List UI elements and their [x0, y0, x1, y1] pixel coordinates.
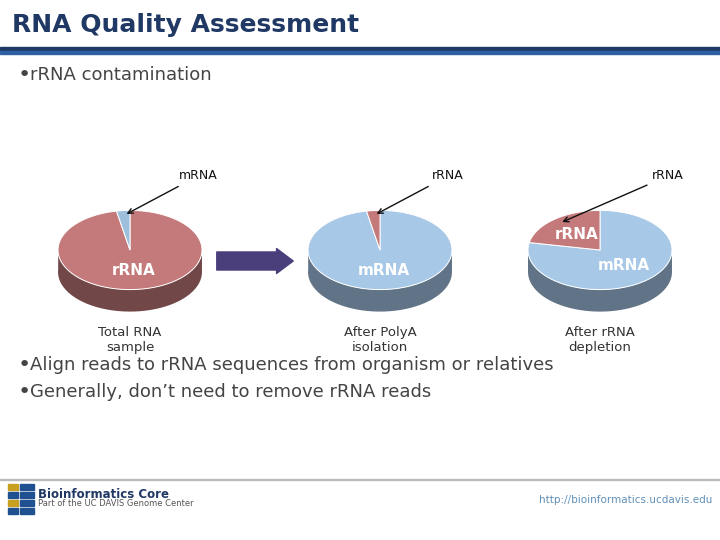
Text: •: • [18, 382, 31, 402]
Text: rRNA: rRNA [564, 170, 684, 222]
Polygon shape [58, 247, 202, 312]
Bar [8, 492, 18, 498]
Bar [20, 508, 34, 514]
Bar [0, 46, 720, 50]
Text: http://bioinformatics.ucdavis.edu: http://bioinformatics.ucdavis.edu [539, 495, 712, 505]
Text: rRNA: rRNA [378, 170, 464, 213]
Text: rRNA: rRNA [554, 227, 598, 241]
Text: After rRNA
depletion: After rRNA depletion [565, 326, 635, 354]
Bar [20, 500, 34, 506]
Text: Bioinformatics Core: Bioinformatics Core [38, 488, 169, 501]
Polygon shape [529, 211, 600, 250]
Text: Total RNA
sample: Total RNA sample [99, 326, 162, 354]
Bar [0, 51, 720, 54]
Text: mRNA: mRNA [357, 263, 410, 278]
Polygon shape [308, 247, 452, 312]
Text: rRNA contamination: rRNA contamination [30, 66, 212, 84]
Text: Part of the UC DAVIS Genome Center: Part of the UC DAVIS Genome Center [38, 500, 194, 509]
Polygon shape [308, 211, 452, 289]
Text: rRNA: rRNA [112, 263, 156, 278]
Polygon shape [117, 211, 130, 250]
FancyArrowPatch shape [217, 248, 293, 273]
Polygon shape [528, 249, 672, 312]
Polygon shape [528, 211, 672, 289]
Bar [8, 484, 18, 490]
Text: mRNA: mRNA [128, 170, 217, 213]
Text: Generally, don’t need to remove rRNA reads: Generally, don’t need to remove rRNA rea… [30, 383, 431, 401]
Text: •: • [18, 65, 31, 85]
Bar [20, 484, 34, 490]
Text: •: • [18, 355, 31, 375]
Text: RNA Quality Assessment: RNA Quality Assessment [12, 13, 359, 37]
Bar [8, 508, 18, 514]
Polygon shape [58, 211, 202, 289]
Text: Align reads to rRNA sequences from organism or relatives: Align reads to rRNA sequences from organ… [30, 356, 554, 374]
Text: After PolyA
isolation: After PolyA isolation [343, 326, 416, 354]
Bar [8, 500, 18, 506]
Text: mRNA: mRNA [598, 258, 650, 273]
Polygon shape [366, 211, 380, 250]
Bar [0, 479, 720, 480]
Bar [20, 492, 34, 498]
